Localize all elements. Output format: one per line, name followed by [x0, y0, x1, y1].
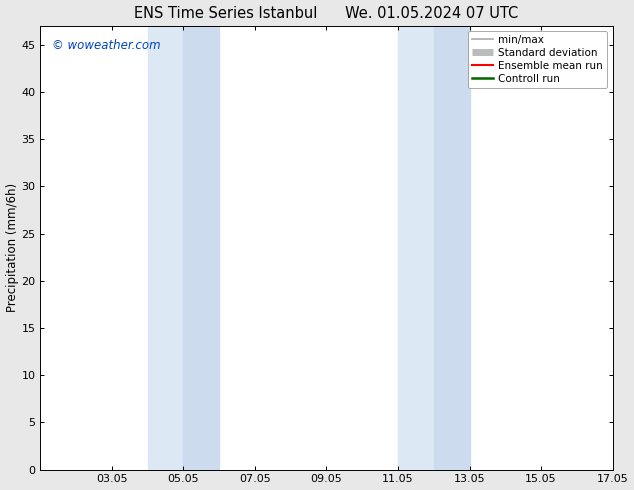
Text: © woweather.com: © woweather.com — [52, 39, 160, 52]
Bar — [183, 26, 219, 469]
Legend: min/max, Standard deviation, Ensemble mean run, Controll run: min/max, Standard deviation, Ensemble me… — [469, 31, 607, 88]
Bar — [434, 26, 470, 469]
Y-axis label: Precipitation (mm/6h): Precipitation (mm/6h) — [6, 183, 18, 312]
Bar — [398, 26, 434, 469]
Title: ENS Time Series Istanbul      We. 01.05.2024 07 UTC: ENS Time Series Istanbul We. 01.05.2024 … — [134, 5, 519, 21]
Bar — [148, 26, 183, 469]
